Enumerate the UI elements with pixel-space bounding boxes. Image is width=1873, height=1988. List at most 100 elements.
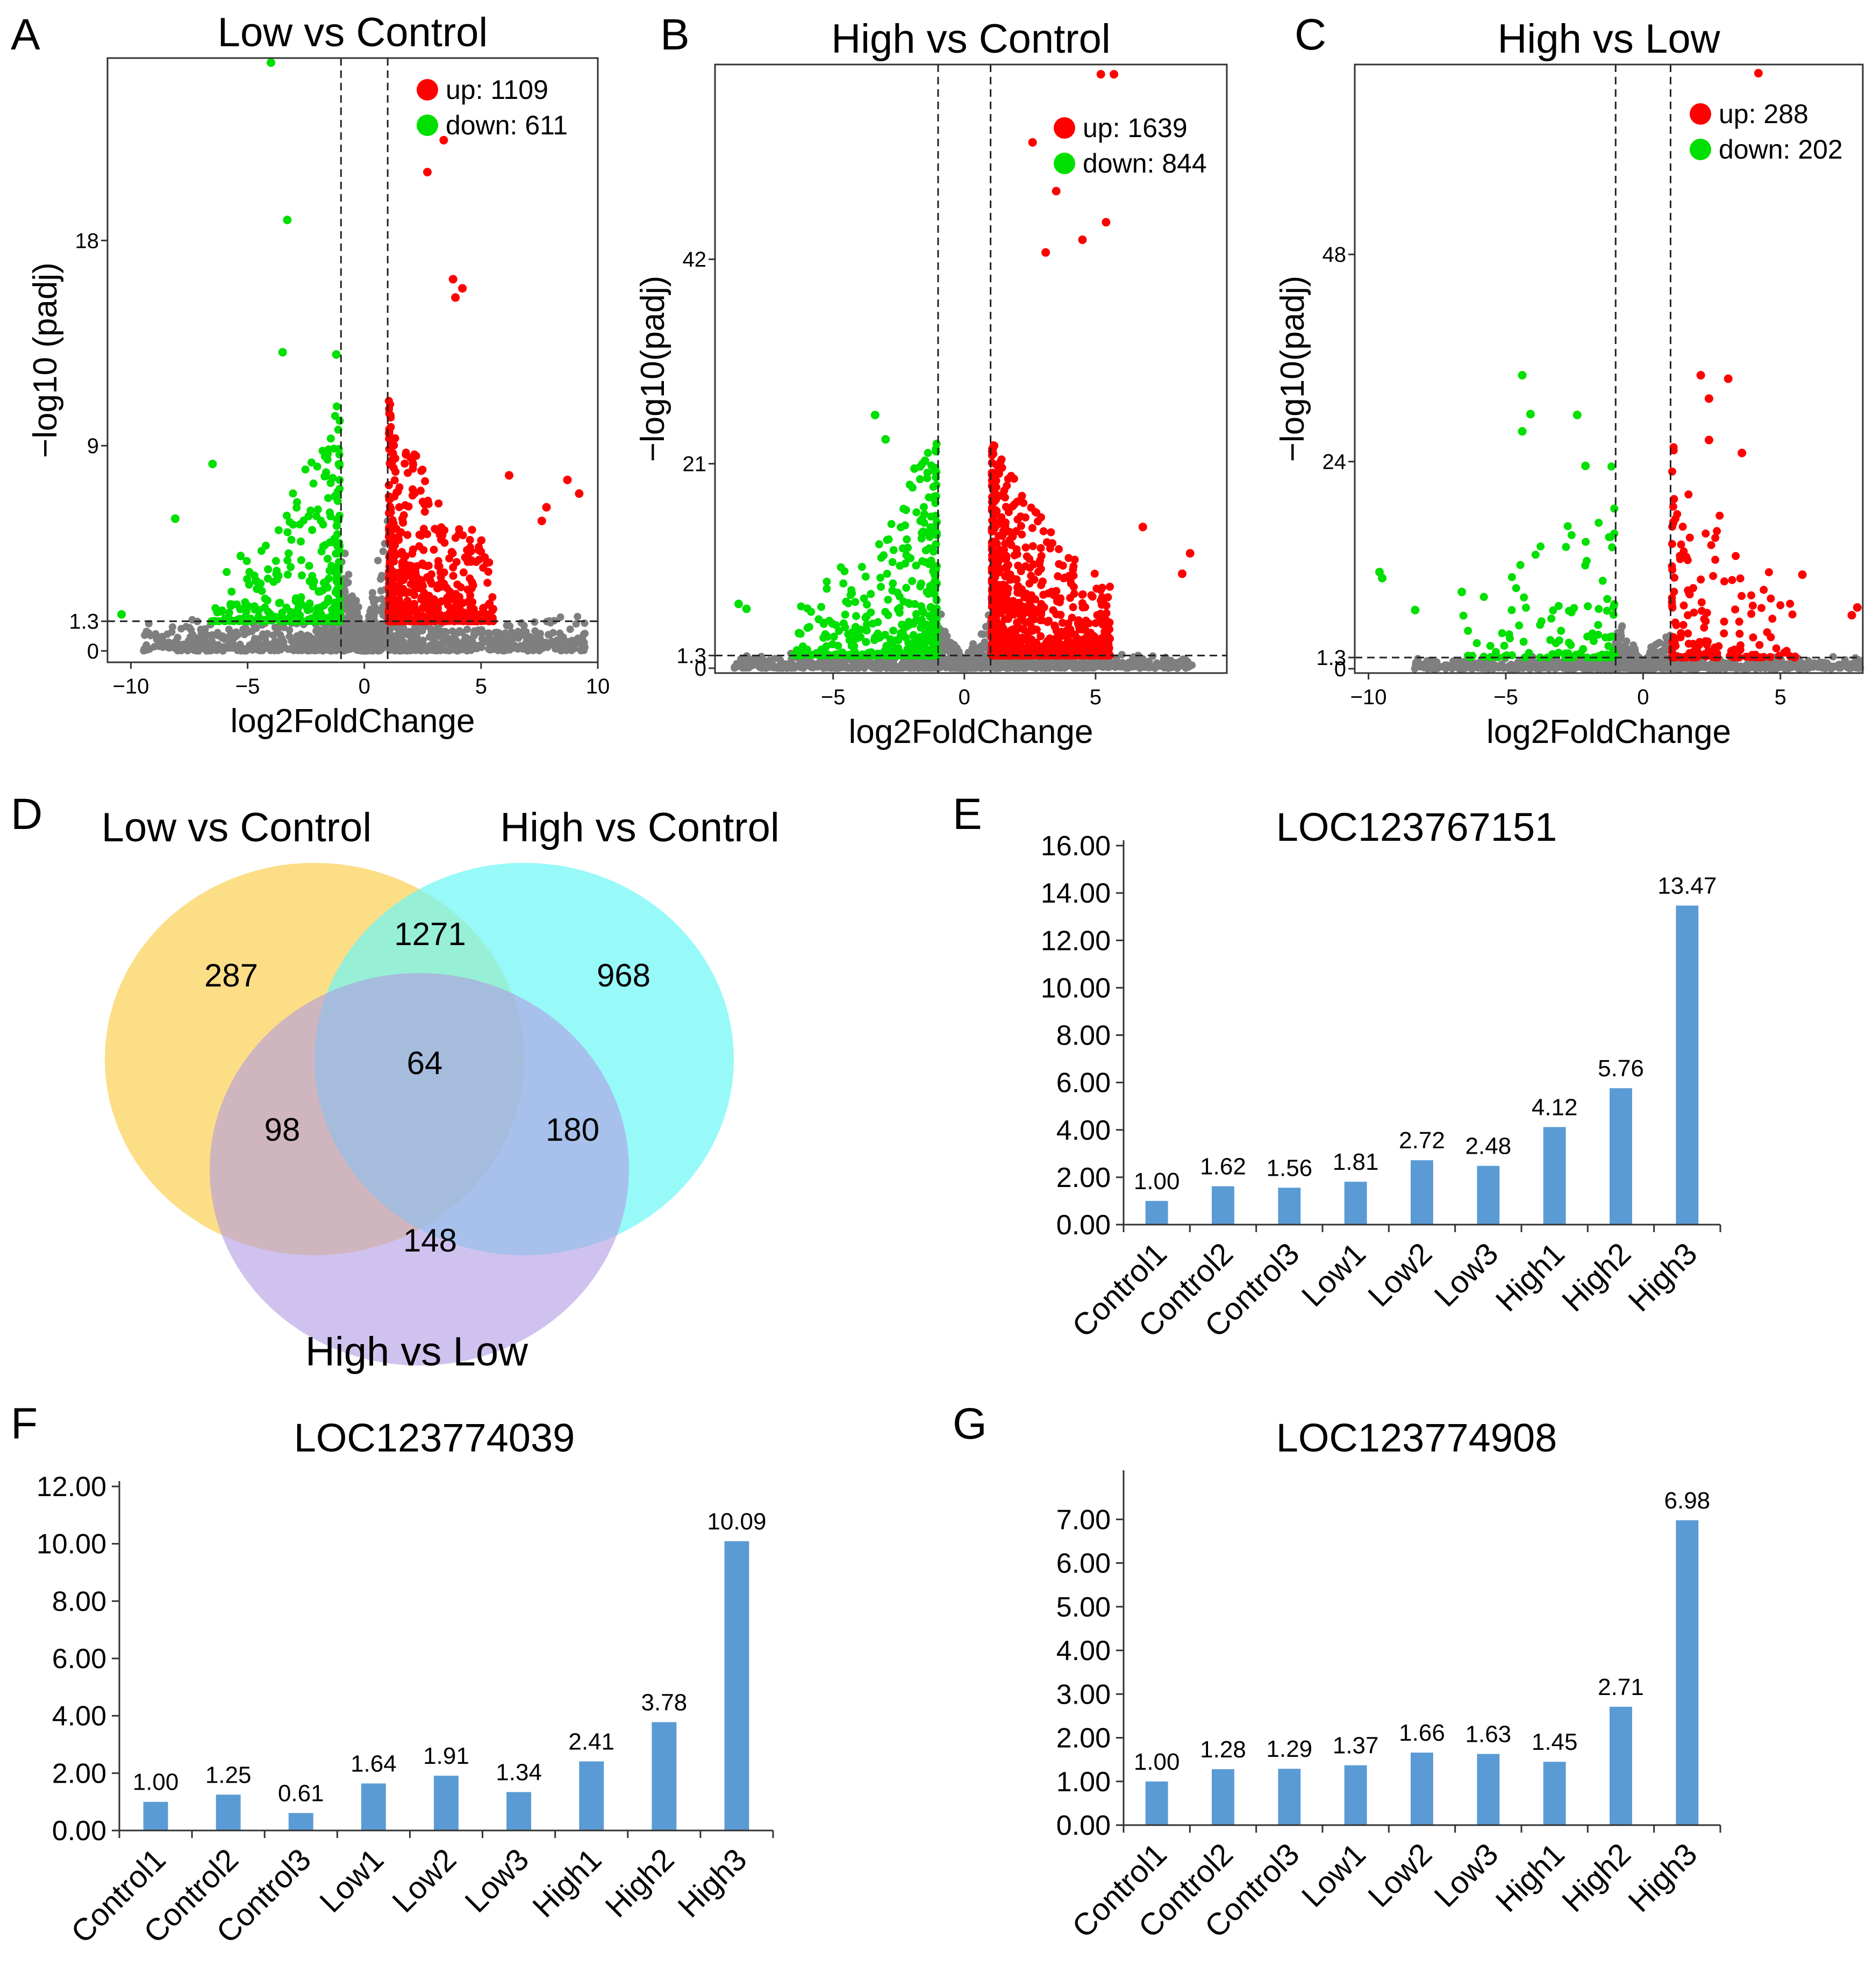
gene-point <box>394 487 402 496</box>
gene-point <box>416 575 424 584</box>
data-points <box>117 58 589 655</box>
gene-point <box>918 514 926 523</box>
gene-point <box>398 558 407 567</box>
gene-point <box>758 664 766 672</box>
gene-point <box>332 402 341 411</box>
gene-point <box>862 626 871 635</box>
x-axis-label: log2FoldChange <box>230 703 475 740</box>
gene-point <box>326 647 334 655</box>
gene-point <box>1069 583 1078 591</box>
gene-point <box>1047 528 1055 537</box>
gene-point <box>916 475 924 483</box>
gene-point <box>354 616 362 624</box>
gene-point <box>401 459 409 468</box>
gene-point <box>413 630 421 638</box>
gene-point <box>324 445 333 454</box>
gene-point <box>374 606 382 614</box>
gene-point <box>928 494 937 502</box>
y-tick-label: 18 <box>75 229 99 253</box>
gene-point <box>345 570 353 578</box>
gene-point <box>310 577 318 585</box>
gene-point <box>293 498 301 506</box>
gene-point <box>401 501 410 510</box>
gene-point <box>251 643 259 651</box>
gene-point <box>384 481 393 489</box>
gene-point <box>409 574 417 583</box>
gene-point <box>391 616 400 625</box>
gene-point <box>236 640 244 648</box>
gene-point <box>266 642 274 650</box>
gene-point <box>803 645 811 654</box>
gene-point <box>271 557 280 565</box>
gene-point <box>1068 613 1076 622</box>
gene-point <box>264 565 273 574</box>
gene-point <box>897 523 905 532</box>
gene-point <box>1035 559 1043 568</box>
gene-point <box>370 641 378 649</box>
gene-point <box>930 565 938 574</box>
gene-point <box>403 531 412 539</box>
gene-point <box>942 640 950 648</box>
gene-point <box>387 448 396 457</box>
gene-point <box>536 634 544 642</box>
gene-point <box>559 633 567 641</box>
gene-point <box>402 572 410 581</box>
gene-point <box>832 621 840 630</box>
gene-point <box>744 663 752 671</box>
legend-down-marker <box>417 115 438 136</box>
gene-point <box>777 664 784 672</box>
gene-point <box>390 476 399 484</box>
gene-point <box>908 577 917 585</box>
gene-point <box>226 600 235 609</box>
gene-point <box>927 638 935 646</box>
gene-point <box>301 465 310 474</box>
gene-point <box>237 552 245 560</box>
gene-point <box>341 589 349 597</box>
gene-point <box>908 483 917 492</box>
gene-point <box>458 284 467 293</box>
gene-point <box>385 612 394 620</box>
gene-point <box>287 535 296 544</box>
gene-point <box>933 518 941 526</box>
gene-point <box>501 647 509 655</box>
gene-point <box>328 538 337 547</box>
gene-point <box>452 590 460 598</box>
gene-point <box>368 594 376 602</box>
gene-point <box>227 588 236 596</box>
gene-point <box>1058 619 1067 627</box>
gene-point <box>434 557 442 566</box>
gene-point <box>511 644 519 652</box>
gene-point <box>488 593 497 602</box>
gene-point <box>558 640 566 648</box>
gene-point <box>898 620 906 629</box>
gene-point <box>395 602 403 610</box>
gene-point <box>283 216 292 225</box>
gene-point <box>283 556 292 564</box>
gene-point <box>325 574 333 583</box>
gene-point <box>223 568 231 576</box>
gene-point <box>517 619 525 627</box>
gene-point <box>977 630 985 638</box>
gene-point <box>479 628 487 637</box>
gene-point <box>385 427 394 435</box>
gene-point <box>902 583 911 592</box>
gene-point <box>402 448 410 457</box>
gene-point <box>227 630 235 638</box>
gene-point <box>298 571 306 580</box>
gene-point <box>519 643 527 652</box>
gene-point <box>468 578 476 587</box>
gene-point <box>414 640 422 648</box>
gene-point <box>852 612 860 620</box>
gene-point <box>851 598 860 606</box>
gene-point <box>288 617 297 626</box>
x-tick-label: 10 <box>586 675 610 698</box>
gene-point <box>303 637 311 645</box>
gene-point <box>889 579 897 588</box>
gene-point <box>418 592 427 601</box>
x-tick-label: 5 <box>475 675 487 698</box>
legend-up-marker <box>417 79 438 101</box>
gene-point <box>466 535 474 544</box>
gene-point <box>344 594 352 602</box>
gene-point <box>399 646 407 654</box>
gene-point <box>1049 606 1057 614</box>
